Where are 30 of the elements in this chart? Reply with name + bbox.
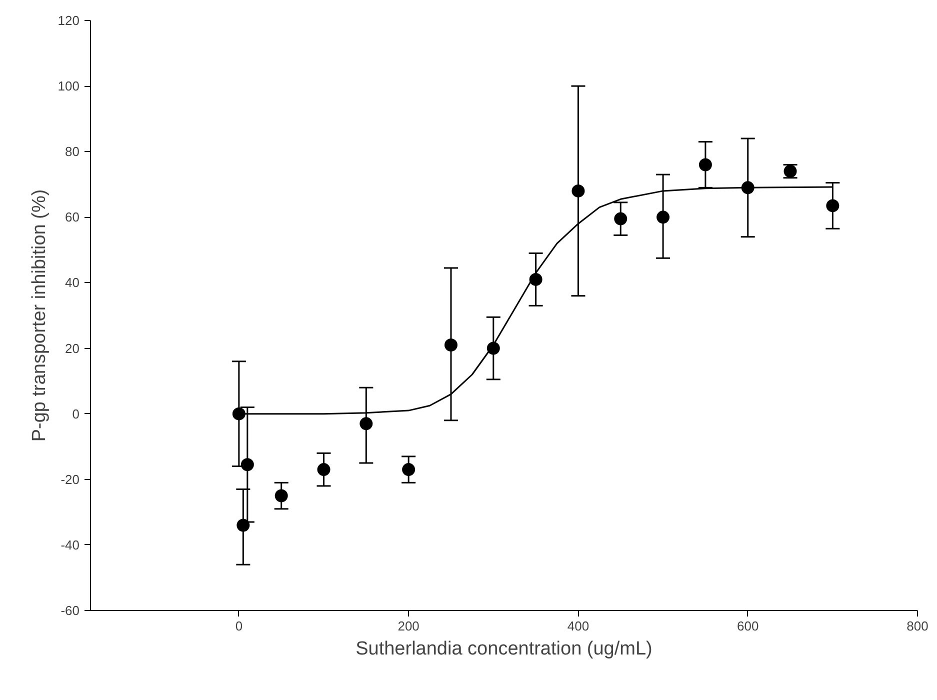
point xyxy=(614,212,628,226)
y-tick-label: -40 xyxy=(60,537,80,552)
point xyxy=(274,489,288,502)
y-tick-label: -60 xyxy=(60,603,80,618)
x-axis-title: Sutherlandia concentration (ug/mL) xyxy=(356,638,652,660)
y-tick-label: 0 xyxy=(72,406,80,422)
y-tick-label: 80 xyxy=(65,144,80,160)
point xyxy=(444,338,458,352)
point xyxy=(572,184,585,198)
y-tick-label: 40 xyxy=(65,275,80,290)
x-tick-label: 800 xyxy=(906,618,928,634)
y-axis-title: P-gp transporter inhibition (%) xyxy=(28,189,50,442)
x-tick-label: 0 xyxy=(235,618,243,634)
x-tick-label: 200 xyxy=(398,618,420,634)
y-tick-label: -20 xyxy=(60,472,80,487)
point xyxy=(656,210,670,224)
x-tick-label: 600 xyxy=(737,618,759,634)
point xyxy=(826,199,840,212)
point xyxy=(360,417,373,430)
point xyxy=(240,458,254,472)
point xyxy=(402,463,416,476)
x-tick-label: 400 xyxy=(567,618,590,634)
y-tick-label: 120 xyxy=(58,13,80,28)
y-tick-label: 100 xyxy=(58,78,80,94)
point xyxy=(317,463,330,476)
point xyxy=(698,158,712,172)
point xyxy=(232,407,246,420)
y-tick-label: 60 xyxy=(65,210,80,225)
point xyxy=(236,518,250,532)
y-tick-label: 20 xyxy=(65,340,80,356)
